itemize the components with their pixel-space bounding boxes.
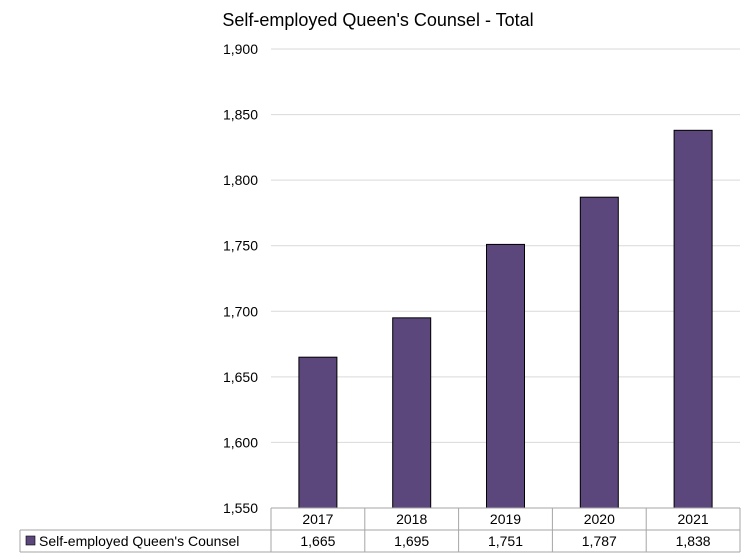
y-axis-tick-labels: 1,550 1,600 1,650 1,700 1,750 1,800 1,850 1,900: [223, 41, 258, 516]
category-label: 2020: [584, 511, 615, 527]
bar-2019: [486, 243, 525, 509]
data-value-label: 1,665: [300, 533, 335, 549]
legend-series-name: Self-employed Queen's Counsel: [39, 533, 239, 549]
data-value-label: 1,751: [488, 533, 523, 549]
data-value-label: 1,695: [394, 533, 429, 549]
data-table: 2017 1,665 2018 1,695 2019 1,751 2020 1,787 2021…: [19, 507, 741, 553]
y-tick-label: 1,900: [223, 41, 258, 57]
category-label: 2019: [490, 511, 521, 527]
bar-2020: [579, 196, 619, 509]
chart-title: Self-employed Queen's Counsel - Total: [222, 10, 534, 30]
y-tick-label: 1,650: [223, 369, 258, 385]
data-value-label: 1,838: [676, 533, 711, 549]
y-tick-label: 1,550: [223, 500, 258, 516]
bar-2018: [392, 317, 432, 509]
legend-swatch: [25, 535, 36, 546]
y-tick-label: 1,850: [223, 107, 258, 123]
category-label: 2018: [396, 511, 427, 527]
y-tick-label: 1,800: [223, 172, 258, 188]
y-tick-label: 1,750: [223, 238, 258, 254]
bar-2017: [298, 356, 338, 509]
y-tick-label: 1,600: [223, 434, 258, 450]
bars: [298, 129, 713, 509]
bar-2021: [673, 129, 713, 509]
category-label: 2017: [302, 511, 333, 527]
data-value-label: 1,787: [582, 533, 617, 549]
y-tick-label: 1,700: [223, 303, 258, 319]
category-label: 2021: [678, 511, 709, 527]
